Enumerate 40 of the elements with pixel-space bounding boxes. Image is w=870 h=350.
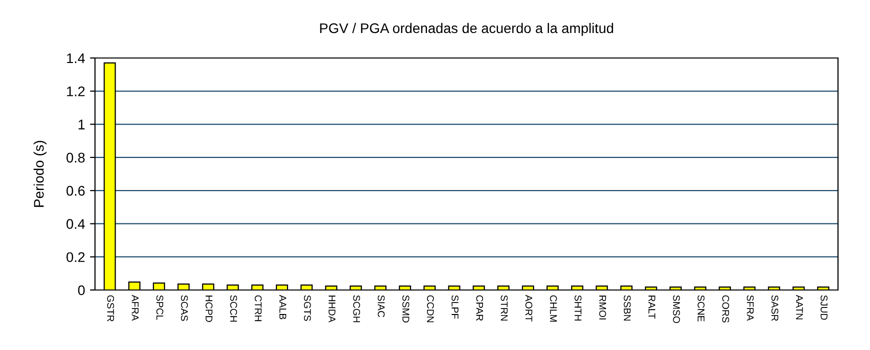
x-tick-label: HHDA — [328, 296, 336, 322]
y-tick-label: 0.4 — [66, 219, 85, 229]
x-tick-label: AATN — [796, 294, 803, 320]
y-tick-label: 0.2 — [66, 252, 85, 262]
x-tick-label: SGTS — [304, 295, 311, 321]
x-tick-label: SHTH — [574, 295, 582, 321]
x-tick-label: SJUD — [820, 295, 828, 320]
x-tick-label: SCAS — [180, 295, 188, 321]
x-tick-label: SSMD — [402, 295, 410, 322]
x-tick-label: SCCH — [230, 295, 238, 322]
x-tick-label: RALT — [648, 296, 656, 319]
chart-title: PGV / PGA ordenadas de acuerdo a la amplitud — [320, 22, 614, 36]
x-tick-label: SFRA — [746, 295, 754, 321]
x-tick-label: AFRA — [132, 294, 139, 321]
x-tick-label: STRN — [500, 295, 508, 321]
x-tick-label: CORS — [722, 295, 730, 323]
x-tick-label: SCGH — [353, 295, 360, 322]
x-tick-label: SIAC — [378, 295, 385, 318]
y-tick-label: 0 — [78, 285, 85, 296]
x-tick-label: RMOI — [599, 296, 606, 320]
x-tick-label: AORT — [525, 294, 532, 322]
x-tick-label: CPAR — [476, 295, 484, 321]
y-axis-title: Periodo (s) — [34, 140, 47, 207]
x-tick-label: SMSO — [673, 295, 680, 324]
x-tick-label: HCPD — [206, 296, 212, 322]
y-tick-label: 0.6 — [66, 186, 85, 196]
y-tick-label: 1.4 — [67, 53, 85, 64]
x-tick-label: CCDN — [426, 295, 434, 322]
y-tick-label: 1.2 — [67, 86, 85, 96]
x-tick-label: AALB — [279, 294, 286, 320]
x-tick-label: CTRH — [254, 295, 262, 322]
x-tick-label: SCNE — [698, 295, 704, 322]
x-tick-label: SLPF — [452, 295, 458, 319]
x-tick-label: SSBN — [624, 295, 631, 321]
x-tick-label: SPCL — [156, 295, 164, 320]
y-tick-label: 1 — [78, 120, 85, 130]
x-tick-label: CHLM — [550, 295, 557, 322]
y-tick-label: 0.8 — [66, 152, 85, 163]
x-tick-label: GSTR — [107, 295, 114, 322]
x-tick-label: SASR — [771, 295, 778, 321]
